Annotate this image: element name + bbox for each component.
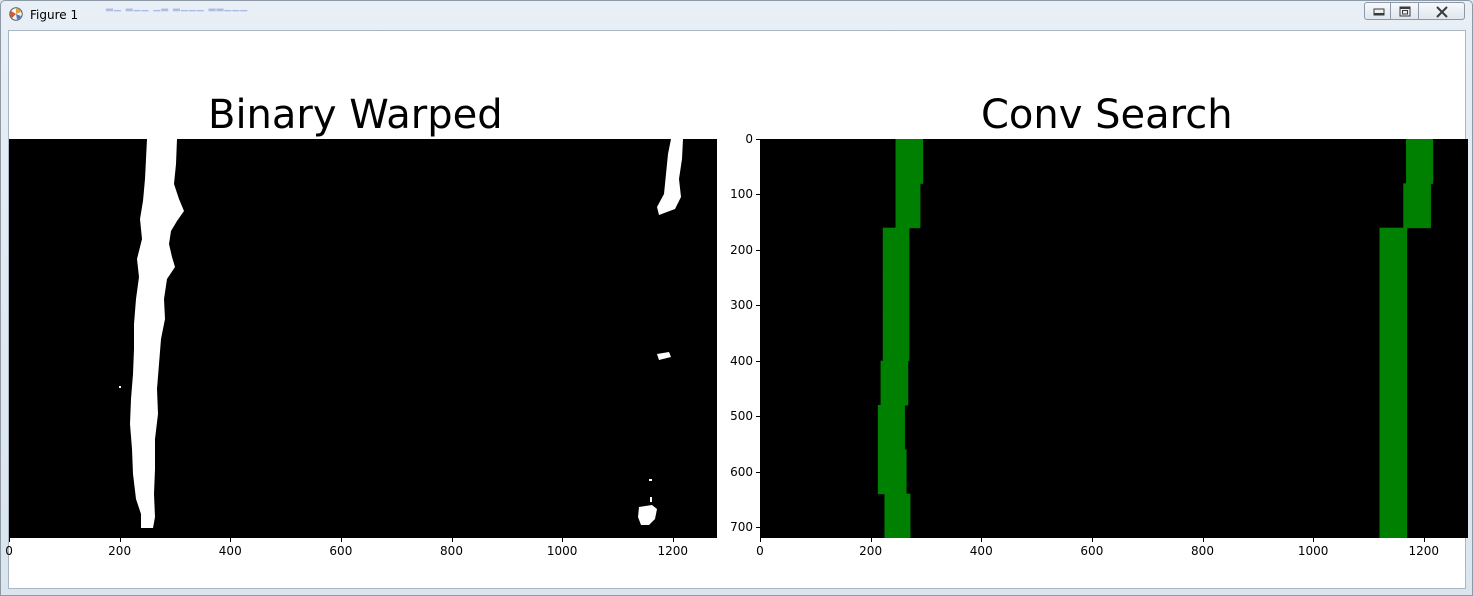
right-search-window [1379,405,1408,450]
right-y-tick-label: 400 [730,353,753,368]
right-y-tick-label: 700 [730,519,753,534]
conv-search-image [760,139,1468,538]
left-lane-mask [130,139,184,528]
right-search-window [1406,139,1434,184]
left-plot-title: Binary Warped [208,92,503,138]
left-x-tick-label: 800 [440,544,463,558]
left-x-tickmark [672,538,674,542]
left-x-tickmark [9,538,10,542]
left-search-window [895,139,924,184]
right-y-tick-label: 600 [730,464,753,479]
close-button[interactable] [1419,2,1465,20]
right-x-tickmark [1202,538,1204,542]
right-y-tickmark [756,139,760,140]
right-plot-title: Conv Search [981,92,1233,138]
right-x-tick-label: 200 [859,544,883,558]
right-x-tickmark [760,538,761,542]
right-y-tickmark [756,305,760,307]
title-bar-blur: ▂▁ ▂▁▁ ▁▂ ▂▁▁▁ ▂▂▁▁▁ [106,2,249,12]
right-x-tickmark [981,538,983,542]
close-icon [1436,6,1448,18]
right-x-tick-label: 0 [756,544,764,558]
left-x-tickmark [340,538,342,542]
right-lane-mask-top [657,139,683,215]
left-x-tickmark [562,538,564,542]
left-search-window [895,183,921,229]
right-y-tick-label: 200 [730,242,753,257]
left-x-tick-label: 1200 [657,544,689,558]
right-search-window [1379,316,1408,362]
right-y-tick-label: 100 [730,187,753,202]
window-title: Figure 1 [30,8,79,22]
figure-canvas: Binary Warped 0 200 400 600 800 1000 1200 Conv… [5,30,1468,589]
left-x-tick-label: 400 [218,544,242,558]
right-search-window [1403,183,1431,229]
right-x-tick-label: 400 [969,544,993,558]
right-y-tick-label: 300 [730,298,753,313]
matplotlib-app-icon [9,7,23,21]
right-x-tick-label: 1200 [1408,544,1440,558]
title-bar[interactable]: Figure 1 ▂▁ ▂▁▁ ▁▂ ▂▁▁▁ ▂▂▁▁▁ [1,1,1472,29]
left-x-tickmark [451,538,453,542]
left-x-tick-label: 200 [108,544,132,558]
left-search-window [882,316,910,362]
left-x-tick-label: 1000 [546,544,578,558]
right-x-tickmark [1423,538,1425,542]
right-x-tick-label: 600 [1080,544,1104,558]
left-search-window [880,360,909,406]
right-y-tick-label: 500 [730,409,753,424]
right-y-tickmark [756,526,760,528]
right-search-window [1379,360,1408,406]
right-search-window [1379,493,1408,538]
right-y-tickmark [756,471,760,473]
maximize-icon [1399,6,1411,17]
right-y-tickmark [756,194,760,196]
left-x-tick-label: 600 [329,544,353,558]
right-y-tickmark [756,249,760,251]
right-x-tickmark [870,538,872,542]
right-y-tickmark [756,416,760,418]
right-search-window [1379,272,1408,317]
left-search-window [877,405,905,450]
right-search-window [1379,227,1408,273]
left-x-tickmark [230,538,232,542]
minimize-button[interactable] [1364,2,1391,20]
left-search-window [877,449,907,495]
maximize-button[interactable] [1391,2,1419,20]
right-x-tick-label: 1000 [1297,544,1329,558]
right-y-tickmark [756,360,760,362]
minimize-icon [1373,8,1385,16]
right-x-tickmark [1313,538,1315,542]
left-x-tickmark [119,538,121,542]
binary-warped-image [9,139,717,538]
left-search-window [884,493,911,538]
right-x-tick-label: 800 [1191,544,1214,558]
right-x-tickmark [1091,538,1093,542]
left-x-tick-label: 0 [5,544,13,558]
left-search-window [882,272,910,317]
right-search-window [1379,449,1408,495]
right-y-tick-label: 0 [745,132,753,146]
left-search-window [882,227,910,273]
